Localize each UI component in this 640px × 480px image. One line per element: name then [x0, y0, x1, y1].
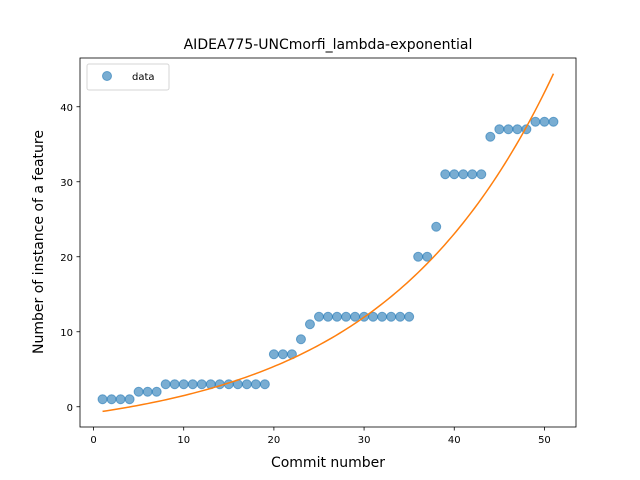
- data-point: [503, 124, 514, 135]
- x-tick-label: 10: [177, 435, 190, 446]
- data-point: [449, 169, 460, 180]
- legend: data: [86, 63, 170, 91]
- data-point: [377, 311, 388, 322]
- data-point: [151, 386, 162, 397]
- x-tick-label: 30: [358, 435, 371, 446]
- axes-frame: [79, 57, 577, 428]
- x-tick-label: 50: [538, 435, 551, 446]
- data-point: [268, 349, 279, 360]
- data-point: [115, 394, 126, 405]
- data-point: [332, 311, 343, 322]
- legend-marker-data: [102, 71, 112, 81]
- data-point: [485, 131, 496, 142]
- y-tick-label: 40: [60, 103, 73, 114]
- data-point: [124, 394, 135, 405]
- data-point: [476, 169, 487, 180]
- legend-frame: [86, 63, 170, 91]
- data-point: [440, 169, 451, 180]
- data-point: [196, 379, 207, 390]
- data-point: [241, 379, 252, 390]
- data-point: [395, 311, 406, 322]
- data-point: [539, 116, 550, 127]
- data-point: [169, 379, 180, 390]
- data-point: [413, 251, 424, 262]
- data-point: [350, 311, 361, 322]
- data-point: [494, 124, 505, 135]
- data-point: [512, 124, 523, 135]
- data-point: [142, 386, 153, 397]
- y-tick-label: 10: [60, 328, 73, 339]
- data-point: [97, 394, 108, 405]
- x-axis-label: Commit number: [271, 455, 385, 471]
- data-point: [160, 379, 171, 390]
- data-point: [422, 251, 433, 262]
- data-point: [295, 334, 306, 345]
- chart-title: AIDEA775-UNCmorfi_lambda-exponential: [184, 37, 473, 53]
- data-point: [259, 379, 270, 390]
- data-point: [404, 311, 415, 322]
- x-tick-label: 0: [90, 435, 96, 446]
- data-point: [313, 311, 324, 322]
- y-tick-label: 20: [60, 253, 73, 264]
- data-point: [277, 349, 288, 360]
- data-point: [467, 169, 478, 180]
- data-point: [341, 311, 352, 322]
- data-point: [187, 379, 198, 390]
- data-point: [106, 394, 117, 405]
- data-point: [133, 386, 144, 397]
- data-point: [304, 319, 315, 330]
- x-tick-label: 40: [448, 435, 461, 446]
- data-point: [178, 379, 189, 390]
- x-tick-label: 20: [268, 435, 281, 446]
- data-point: [530, 116, 541, 127]
- y-axis-label: Number of instance of a feature: [31, 130, 47, 354]
- y-tick-label: 30: [60, 178, 73, 189]
- fit-line: [102, 73, 555, 413]
- data-point: [386, 311, 397, 322]
- data-point: [458, 169, 469, 180]
- data-point: [323, 311, 333, 322]
- legend-label-data: data: [132, 72, 155, 83]
- data-point: [548, 116, 559, 127]
- y-tick-label: 0: [67, 403, 73, 414]
- data-point: [431, 221, 442, 232]
- data-point: [250, 379, 261, 390]
